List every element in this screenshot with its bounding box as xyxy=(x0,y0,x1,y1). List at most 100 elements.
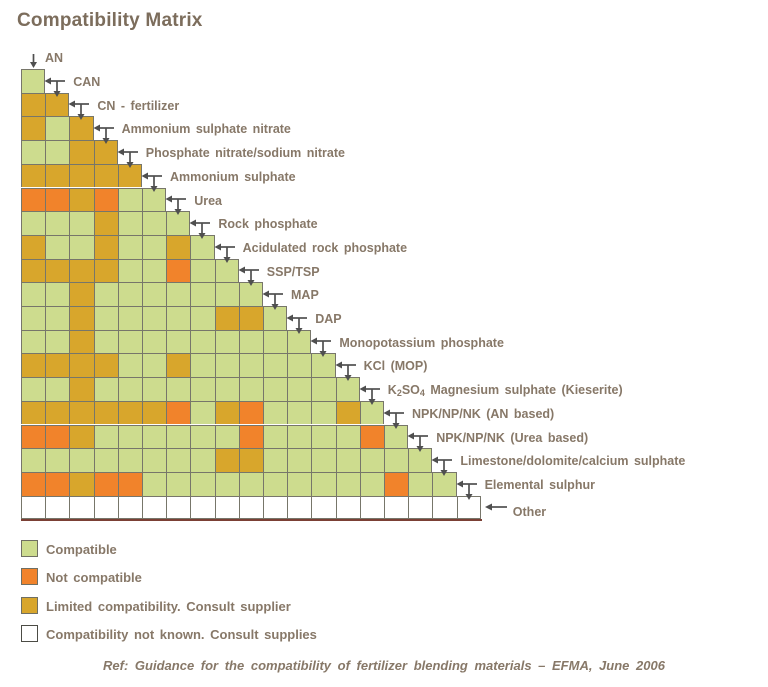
matrix-cell xyxy=(69,211,94,235)
matrix-cell xyxy=(45,163,70,188)
matrix-cell xyxy=(142,306,167,330)
matrix-cell xyxy=(166,306,191,330)
corner-arrow-icon xyxy=(44,77,66,97)
matrix-cell xyxy=(166,448,191,472)
matrix-cell xyxy=(117,329,142,354)
matrix-cell xyxy=(69,377,94,401)
matrix-cell xyxy=(359,424,384,449)
material-label: CAN xyxy=(73,75,101,89)
matrix-cell xyxy=(117,306,142,330)
matrix-cell xyxy=(69,187,94,212)
matrix-cell xyxy=(263,353,288,378)
matrix-cell xyxy=(238,306,263,330)
legend-swatch xyxy=(21,568,38,586)
matrix-cell xyxy=(93,282,118,306)
matrix-cell xyxy=(335,400,360,425)
matrix-cell xyxy=(142,448,167,472)
matrix-cell xyxy=(142,282,167,306)
matrix-cell xyxy=(45,471,70,496)
matrix-cell xyxy=(69,353,94,378)
matrix-cell xyxy=(166,353,191,378)
matrix-cell xyxy=(45,140,70,164)
matrix-cell xyxy=(166,400,191,425)
matrix-cell xyxy=(69,258,94,283)
matrix-cell xyxy=(21,424,46,449)
matrix-cell xyxy=(93,377,118,401)
matrix-cell xyxy=(45,187,70,212)
legend-label: Compatible xyxy=(46,542,117,557)
matrix-cell xyxy=(311,495,336,520)
matrix-cell xyxy=(93,471,118,496)
matrix-cell xyxy=(93,306,118,330)
matrix-cell xyxy=(263,400,288,425)
matrix-cell xyxy=(45,424,70,449)
matrix-cell xyxy=(166,282,191,306)
matrix-cell xyxy=(45,116,70,141)
matrix-cell xyxy=(335,448,360,472)
matrix-cell xyxy=(142,353,167,378)
matrix-cell xyxy=(142,329,167,354)
material-label: Other xyxy=(512,504,547,519)
matrix-cell xyxy=(311,400,336,425)
matrix-cell xyxy=(166,258,191,283)
corner-arrow-icon xyxy=(407,432,429,453)
material-label: Ammonium sulphate nitrate xyxy=(121,122,291,137)
matrix-cell xyxy=(214,329,239,354)
matrix-cell xyxy=(21,69,46,93)
matrix-cell xyxy=(166,329,191,354)
corner-arrow-icon xyxy=(431,456,453,476)
matrix-cell xyxy=(142,471,167,496)
corner-arrow-icon xyxy=(383,409,404,429)
matrix-cell xyxy=(214,424,239,449)
material-label: Urea xyxy=(194,193,222,208)
matrix-cell xyxy=(69,424,94,449)
matrix-cell xyxy=(21,258,46,283)
matrix-cell xyxy=(21,92,46,117)
matrix-cell xyxy=(214,306,239,330)
corner-arrow-icon xyxy=(165,195,187,216)
material-label: AN xyxy=(45,51,64,65)
corner-arrow-icon xyxy=(359,385,380,405)
material-label: SSP/TSP xyxy=(266,264,320,279)
matrix-cell xyxy=(190,258,215,283)
matrix-cell xyxy=(238,400,263,425)
matrix-baseline xyxy=(21,519,482,522)
matrix-cell xyxy=(190,424,215,449)
matrix-cell xyxy=(21,234,46,259)
matrix-cell xyxy=(238,495,263,520)
matrix-cell xyxy=(69,400,94,425)
matrix-cell xyxy=(117,282,142,306)
matrix-cell xyxy=(263,377,288,401)
corner-arrow-icon xyxy=(189,219,211,239)
corner-arrow-icon xyxy=(68,100,90,121)
matrix-cell xyxy=(117,187,142,212)
matrix-cell xyxy=(335,471,360,496)
material-label: Rock phosphate xyxy=(218,217,318,232)
matrix-cell xyxy=(45,329,70,354)
material-label: NPK/NP/NK (Urea based) xyxy=(436,430,589,445)
matrix-cell xyxy=(69,234,94,259)
matrix-cell xyxy=(117,400,142,425)
material-label: Phosphate nitrate/sodium nitrate xyxy=(145,146,345,161)
matrix-cell xyxy=(263,471,288,496)
matrix-cell xyxy=(263,329,288,354)
matrix-cell xyxy=(432,495,457,520)
matrix-cell xyxy=(359,471,384,496)
matrix-cell xyxy=(117,424,142,449)
matrix-cell xyxy=(238,377,263,401)
matrix-cell xyxy=(287,353,312,378)
corner-arrow-icon xyxy=(117,148,138,168)
matrix-cell xyxy=(69,495,94,520)
matrix-cell xyxy=(45,495,70,520)
matrix-cell xyxy=(214,471,239,496)
matrix-cell xyxy=(166,234,191,259)
matrix-cell xyxy=(117,495,142,520)
matrix-cell xyxy=(190,282,215,306)
matrix-cell xyxy=(21,377,46,401)
matrix-cell xyxy=(142,495,167,520)
matrix-cell xyxy=(45,306,70,330)
corner-arrow-icon xyxy=(456,480,477,500)
matrix-cell xyxy=(93,187,118,212)
legend-swatch xyxy=(21,624,38,642)
